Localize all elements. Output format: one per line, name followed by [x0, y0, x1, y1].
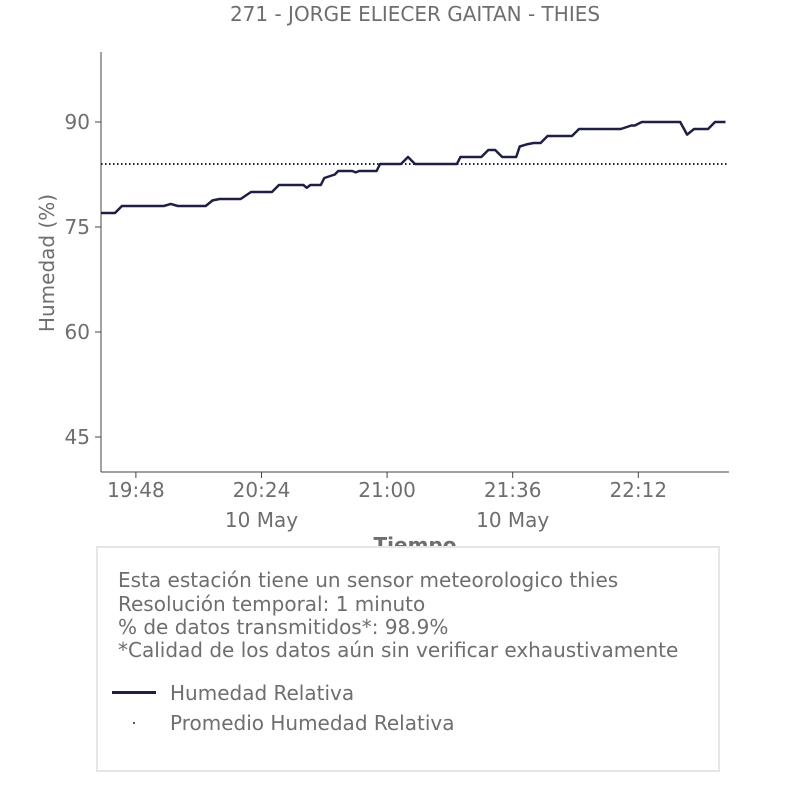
legend-dot-icon	[133, 722, 135, 724]
humidity-chart: 45 60 75 90 19:48 20:24 10 May 21:00 21:36 10 May…	[35, 52, 729, 532]
y-axis-label: Humedad (%)	[35, 194, 59, 332]
series-humidity-line	[101, 120, 726, 215]
chart-title: 271 - JORGE ELIECER GAITAN - THIES	[229, 2, 601, 26]
y-tick-label: 75	[65, 215, 90, 239]
y-tick-label: 60	[65, 320, 90, 344]
info-box: Esta estación tiene un sensor meteorolog…	[96, 546, 720, 772]
x-tick-label: 20:24	[233, 478, 291, 502]
y-tick-label: 90	[65, 110, 90, 134]
legend-average: Promedio Humedad Relativa	[170, 711, 455, 735]
x-tick-date-label: 10 May	[476, 508, 549, 532]
info-quality-note: *Calidad de los datos aún sin verificar …	[118, 638, 679, 662]
legend-solid-line-icon	[112, 691, 156, 694]
x-tick-label: 19:48	[107, 478, 165, 502]
info-transmitted: % de datos transmitidos*: 98.9%	[118, 615, 449, 639]
y-tick-label: 45	[65, 425, 90, 449]
x-tick-label: 21:36	[484, 478, 542, 502]
info-resolution: Resolución temporal: 1 minuto	[118, 592, 426, 616]
legend-humidity: Humedad Relativa	[170, 681, 355, 705]
x-tick-date-label: 10 May	[225, 508, 298, 532]
x-tick-label: 21:00	[358, 478, 416, 502]
x-tick-label: 22:12	[609, 478, 667, 502]
info-sensor: Esta estación tiene un sensor meteorolog…	[118, 568, 619, 592]
